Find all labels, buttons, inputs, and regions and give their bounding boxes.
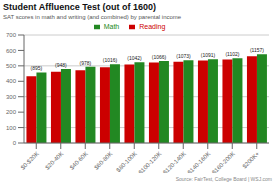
svg-text:$20-40K: $20-40K bbox=[44, 150, 64, 170]
svg-text:0: 0 bbox=[13, 140, 17, 146]
svg-text:(895): (895) bbox=[31, 65, 43, 71]
svg-text:700: 700 bbox=[8, 32, 17, 38]
svg-text:500: 500 bbox=[8, 63, 17, 69]
svg-text:$200K+: $200K+ bbox=[241, 150, 260, 169]
svg-text:$80-100K: $80-100K bbox=[115, 150, 138, 173]
svg-text:$100-120K: $100-120K bbox=[137, 150, 162, 173]
svg-text:(1102): (1102) bbox=[225, 51, 239, 57]
html-text:Source: FairTest, College Boar: Source: FairTest, College Board | WSJ.co… bbox=[175, 176, 272, 182]
html-text:Reading: Reading bbox=[139, 23, 166, 30]
svg-text:(1073): (1073) bbox=[176, 53, 191, 59]
svg-text:$160-200K: $160-200K bbox=[211, 150, 236, 173]
svg-text:(978): (978) bbox=[80, 60, 92, 66]
svg-text:400: 400 bbox=[8, 78, 17, 84]
svg-text:$40-60K: $40-60K bbox=[69, 150, 89, 170]
html-text:Math: Math bbox=[103, 23, 120, 30]
svg-text:$120-140K: $120-140K bbox=[162, 150, 187, 173]
svg-text:$60-80K: $60-80K bbox=[93, 150, 113, 170]
svg-text:$140-160K: $140-160K bbox=[186, 150, 211, 173]
svg-text:100: 100 bbox=[8, 125, 17, 131]
svg-text:600: 600 bbox=[8, 48, 17, 54]
svg-text:300: 300 bbox=[8, 94, 17, 100]
svg-text:200: 200 bbox=[8, 109, 17, 115]
svg-text:(1066): (1066) bbox=[152, 54, 167, 60]
svg-text:(1042): (1042) bbox=[127, 55, 142, 61]
html-text:SAT scores in math and writing: SAT scores in math and writing (and comb… bbox=[3, 14, 182, 20]
svg-text:(1016): (1016) bbox=[103, 57, 118, 63]
html-text:Student Affluence Test (out of: Student Affluence Test (out of 1600) bbox=[3, 2, 156, 12]
svg-text:(1091): (1091) bbox=[201, 52, 216, 58]
svg-text:(1157): (1157) bbox=[250, 47, 264, 53]
svg-text:(948): (948) bbox=[55, 62, 67, 68]
svg-text:$0-$20K: $0-$20K bbox=[20, 150, 40, 170]
